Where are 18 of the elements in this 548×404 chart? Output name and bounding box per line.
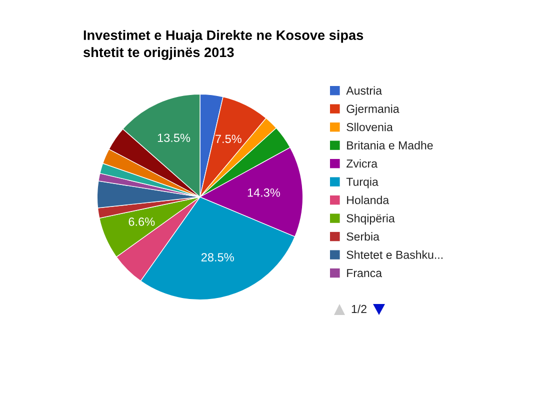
legend-label: Britania e Madhe [347,140,433,150]
legend-label: Sllovenia [346,122,393,132]
chart-title: Investimet e Huaja Direkte ne Kosove sipas shtetit te origjinës 2013 [83,30,364,60]
data-label: 13.5% [158,134,190,142]
legend-label: Turqia [346,177,378,188]
legend-label: Serbia [346,232,380,241]
legend-label: Shtetet e Bashku... [346,250,442,259]
data-label: 6.6% [128,218,155,226]
data-label: 28.5% [201,253,234,262]
data-label: 7.5% [216,134,242,144]
text: 1/2 [352,304,366,314]
legend-label: Shqipëria [346,214,395,225]
legend-label: Gjermania [346,104,400,116]
legend-label: Holanda [347,196,390,204]
legend-label: Austria [346,86,382,95]
legend-label: Franca [347,269,382,278]
legend-label: Zvicra [346,159,378,168]
data-label: 14.3% [248,188,280,197]
